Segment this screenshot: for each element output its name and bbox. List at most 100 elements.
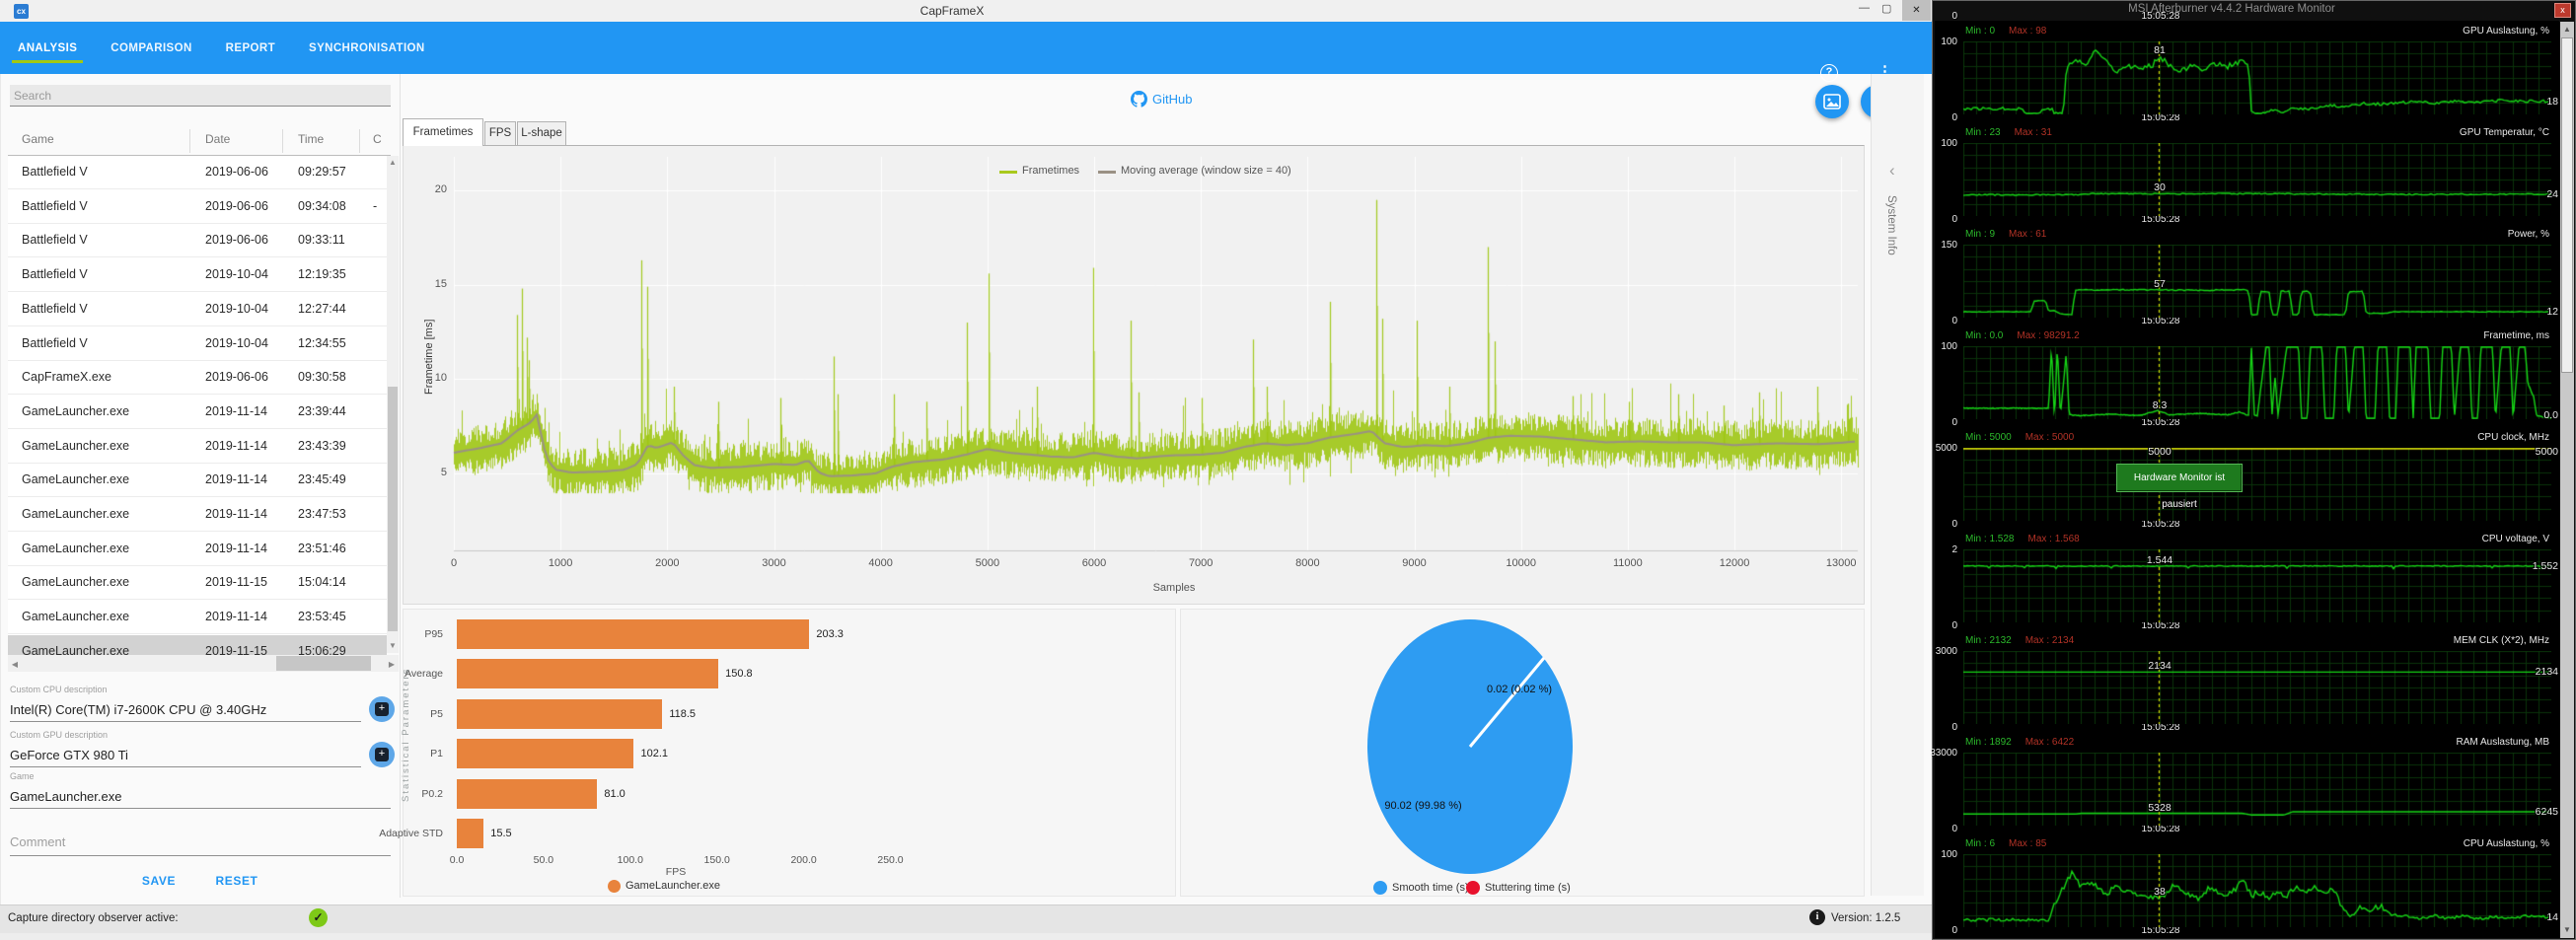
msi-right-value: 18	[2546, 95, 2558, 108]
column-header[interactable]: Game	[22, 132, 54, 146]
close-button[interactable]: ✕	[1902, 0, 1931, 21]
table-row[interactable]: Battlefield V 2019-10-04 12:34:55	[8, 326, 387, 361]
list-horizontal-scrollbar[interactable]: ◀ ▶	[8, 655, 399, 672]
table-row[interactable]: CapFrameX.exe 2019-06-06 09:30:58	[8, 361, 387, 396]
nav-tab-synchronisation[interactable]: SYNCHRONISATION	[309, 42, 425, 54]
msi-scale-label: 0	[1951, 11, 1957, 22]
scroll-up-icon[interactable]: ▲	[2563, 25, 2571, 34]
chart-tab-l-shape[interactable]: L-shape	[517, 121, 566, 146]
cell-game: GameLauncher.exe	[22, 575, 130, 590]
msi-panel-name: GPU Temperatur, °C	[2459, 127, 2549, 138]
bar-value-label: 81.0	[604, 787, 626, 800]
cell-time: 23:43:39	[298, 438, 346, 453]
search-input[interactable]	[10, 85, 391, 107]
nav-tab-report[interactable]: REPORT	[225, 42, 275, 54]
msi-scrollbar[interactable]: ▲ ▼	[2560, 22, 2574, 938]
msi-right-value: 0.0	[2543, 409, 2558, 421]
scrollbar-thumb[interactable]	[2561, 37, 2573, 373]
table-row[interactable]: GameLauncher.exe 2019-11-15 15:04:14	[8, 566, 387, 601]
msi-right-value: 6245	[2535, 805, 2558, 818]
table-row[interactable]: GameLauncher.exe 2019-11-14 23:47:53	[8, 498, 387, 532]
save-button[interactable]: SAVE	[141, 874, 177, 888]
add-cpu-description-button[interactable]: +	[369, 696, 395, 722]
msi-timestamp: 15:05:28	[2141, 620, 2180, 631]
x-tick-label: 7000	[1188, 557, 1214, 569]
minimize-button[interactable]: —	[1859, 2, 1870, 14]
msi-timestamp: 15:05:28	[2141, 11, 2180, 22]
bar-legend-dot	[608, 880, 621, 893]
table-row[interactable]: Battlefield V 2019-06-06 09:29:57	[8, 156, 387, 189]
bar-gridline	[0, 235, 1, 470]
session-table-header: Game Date Time C	[0, 132, 395, 156]
table-row[interactable]: Battlefield V 2019-06-06 09:34:08 -	[8, 189, 387, 224]
msi-current-value: 30	[2154, 181, 2166, 194]
maximize-button[interactable]: ▢	[1881, 3, 1892, 15]
msi-scale-bottom-label: 0	[1951, 620, 1957, 631]
msi-panel-name: CPU clock, MHz	[2477, 432, 2549, 443]
table-row[interactable]: GameLauncher.exe 2019-11-14 23:39:44	[8, 395, 387, 429]
cell-date: 2019-11-14	[205, 438, 268, 453]
window-title: CapFrameX	[920, 4, 985, 18]
table-row[interactable]: GameLauncher.exe 2019-11-15 15:06:29	[8, 634, 387, 655]
msi-panel-name: GPU Auslastung, %	[2463, 26, 2549, 36]
collapse-chevron-icon[interactable]: ‹	[1889, 161, 1895, 180]
bar-value-label: 102.1	[640, 748, 669, 760]
cell-time: 12:19:35	[298, 267, 346, 282]
cell-date: 2019-06-06	[205, 198, 268, 213]
column-header[interactable]: Date	[205, 132, 231, 146]
msi-graph-6	[1963, 549, 2551, 622]
msi-panel-name: RAM Auslastung, MB	[2456, 737, 2549, 748]
table-row[interactable]: Battlefield V 2019-06-06 09:33:11	[8, 224, 387, 258]
table-row[interactable]: GameLauncher.exe 2019-11-14 23:43:39	[8, 429, 387, 464]
msi-scale-top-label: 100	[1941, 138, 1957, 149]
nav-tab-comparison[interactable]: COMPARISON	[110, 42, 192, 54]
pie-legend-dot-smooth	[1373, 881, 1387, 895]
x-tick-label: 2000	[655, 557, 680, 569]
msi-graph-5	[1963, 448, 2551, 521]
export-screenshot-button[interactable]	[1815, 85, 1849, 118]
github-link[interactable]: GitHub	[1131, 91, 1192, 108]
system-info-label[interactable]: System Info	[1885, 195, 1897, 255]
msi-right-value: 5000	[2535, 446, 2558, 458]
cell-date: 2019-10-04	[205, 335, 268, 350]
system-info-panel: ‹ System Info	[1871, 74, 1924, 896]
table-row[interactable]: GameLauncher.exe 2019-11-14 23:53:45	[8, 601, 387, 635]
cpu-description-field[interactable]	[10, 698, 361, 722]
msi-current-value: 8.3	[2152, 398, 2168, 411]
msi-scale-top-label: 150	[1941, 240, 1957, 251]
scroll-down-icon[interactable]: ▼	[2563, 925, 2571, 934]
msi-current-value: 81	[2154, 43, 2166, 56]
chart-tab-fps[interactable]: FPS	[484, 121, 516, 146]
scroll-right-icon[interactable]: ▶	[388, 660, 396, 669]
scroll-left-icon[interactable]: ◀	[11, 660, 19, 669]
msi-minmax-row: Min : 1892 Max : 6422	[1965, 737, 2074, 748]
min-value-label: Min : 1892	[1965, 737, 2012, 748]
pie-annotation-smooth: 90.02 (99.98 %)	[1384, 800, 1462, 812]
scroll-up-icon[interactable]: ▲	[389, 158, 397, 167]
scrollbar-thumb[interactable]	[388, 387, 398, 631]
max-value-label: Max : 98291.2	[2017, 330, 2080, 341]
reset-button[interactable]: RESET	[215, 874, 258, 888]
comment-field[interactable]	[10, 829, 391, 856]
table-row[interactable]: Battlefield V 2019-10-04 12:19:35	[8, 258, 387, 293]
chart-tab-frametimes[interactable]: Frametimes	[403, 118, 483, 146]
game-field[interactable]	[10, 785, 391, 809]
scrollbar-thumb[interactable]	[276, 656, 371, 671]
bar-category-label: P5	[430, 707, 443, 720]
table-row[interactable]: GameLauncher.exe 2019-11-14 23:51:46	[8, 532, 387, 566]
cell-date: 2019-10-04	[205, 267, 268, 282]
msi-close-button[interactable]: x	[2554, 3, 2571, 18]
nav-tab-analysis[interactable]: ANALYSIS	[11, 42, 84, 63]
msi-current-value: 57	[2154, 277, 2166, 290]
table-row[interactable]: GameLauncher.exe 2019-11-14 23:45:49	[8, 464, 387, 498]
table-row[interactable]: Battlefield V 2019-10-04 12:27:44	[8, 292, 387, 326]
column-header[interactable]: C	[373, 132, 382, 146]
column-header[interactable]: Time	[298, 132, 325, 146]
scroll-down-icon[interactable]: ▼	[389, 641, 397, 650]
gpu-description-field[interactable]	[10, 744, 361, 767]
list-vertical-scrollbar[interactable]: ▲ ▼	[387, 156, 399, 653]
msi-scale-top-label: 5000	[1935, 443, 1957, 454]
msi-graph-9	[1963, 854, 2551, 927]
add-gpu-description-button[interactable]: +	[369, 742, 395, 767]
help-icon[interactable]: ?	[1820, 64, 1838, 82]
